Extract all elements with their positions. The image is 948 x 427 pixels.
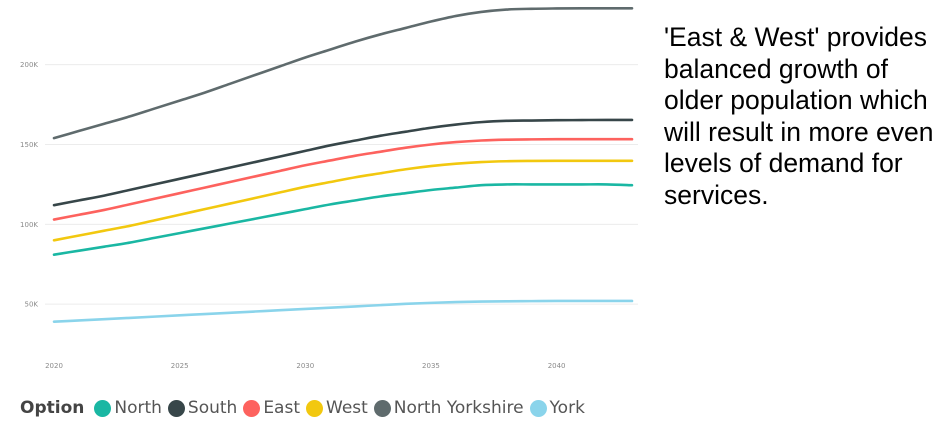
x-tick-label: 2040: [548, 362, 566, 370]
y-tick-label: 200K: [20, 61, 38, 69]
series-line-west: [52, 159, 634, 242]
y-tick-label: 150K: [20, 141, 38, 149]
chart-legend: Option North South East West North Yorkshire…: [20, 398, 591, 418]
legend-item-south[interactable]: South: [167, 398, 238, 418]
x-tick-label: 2025: [171, 362, 189, 370]
y-axis-ticks: 50K 100K 150K 200K: [20, 61, 38, 309]
legend-item-north[interactable]: North: [94, 398, 162, 418]
legend-label: York: [549, 398, 585, 418]
legend-dot-icon: [94, 399, 112, 417]
legend-item-york[interactable]: York: [529, 398, 585, 418]
x-tick-label: 2020: [45, 362, 63, 370]
y-tick-label: 50K: [25, 301, 39, 309]
legend-label: East: [263, 398, 300, 418]
line-chart: 50K 100K 150K 200K 2020 2025 2030 2035 2040: [20, 6, 638, 370]
annotation-text: 'East & West' provides balanced growth o…: [664, 22, 934, 210]
legend-label: West: [326, 398, 368, 418]
series-line-north-yorkshire: [52, 6, 634, 140]
grid-layer: [45, 64, 638, 305]
series-line-york: [52, 299, 634, 324]
legend-title: Option: [20, 398, 85, 418]
legend-label: North Yorkshire: [393, 398, 524, 418]
legend-dot-icon: [529, 399, 547, 417]
legend-item-west[interactable]: West: [306, 398, 368, 418]
legend-label: South: [187, 398, 238, 418]
series-layer: [52, 6, 634, 324]
y-tick-label: 100K: [20, 221, 38, 229]
legend-items: North South East West North Yorkshire York: [94, 398, 591, 418]
legend-item-north-yorkshire[interactable]: North Yorkshire: [373, 398, 524, 418]
legend-item-east[interactable]: East: [243, 398, 300, 418]
x-tick-label: 2030: [296, 362, 314, 370]
legend-dot-icon: [167, 399, 185, 417]
legend-dot-icon: [243, 399, 261, 417]
x-axis-ticks: 2020 2025 2030 2035 2040: [45, 362, 565, 370]
legend-dot-icon: [373, 399, 391, 417]
series-line-east: [52, 137, 634, 221]
x-tick-label: 2035: [422, 362, 440, 370]
series-line-south: [52, 118, 634, 207]
legend-dot-icon: [306, 399, 323, 417]
series-line-north: [52, 183, 634, 256]
legend-label: North: [114, 398, 162, 418]
